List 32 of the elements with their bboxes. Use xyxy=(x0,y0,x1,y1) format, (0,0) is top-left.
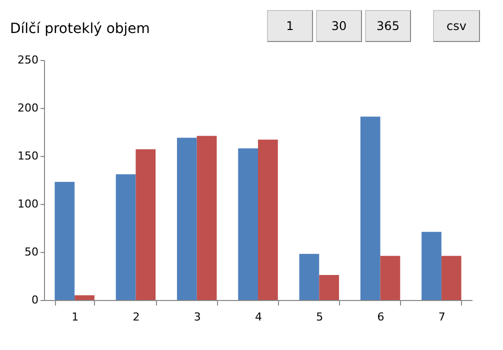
chart-title: Dílčí proteklý objem xyxy=(10,21,150,37)
x-tick-label: 5 xyxy=(316,310,324,324)
y-tick-label: 0 xyxy=(32,294,38,306)
x-tick-label: 6 xyxy=(377,310,384,324)
x-tick-label: 7 xyxy=(438,310,446,324)
y-tick-label: 50 xyxy=(24,246,38,258)
y-tick-label: 250 xyxy=(18,54,38,66)
bar xyxy=(116,174,136,300)
bar xyxy=(319,275,340,300)
y-tick-label: 200 xyxy=(18,102,38,114)
bar xyxy=(360,116,380,300)
button: 365 xyxy=(365,10,411,42)
button: 30 xyxy=(316,10,362,42)
button: csv xyxy=(433,10,480,42)
x-tick-label: 4 xyxy=(255,310,262,324)
y-tick-label: 100 xyxy=(18,198,38,210)
y-tick-label: 150 xyxy=(18,150,38,162)
x-tick-label: 1 xyxy=(72,310,79,324)
bar xyxy=(74,295,94,300)
bar xyxy=(238,148,258,300)
bar xyxy=(176,138,197,300)
bar xyxy=(422,232,442,300)
x-tick-label: 3 xyxy=(194,310,201,324)
bar xyxy=(258,140,278,300)
bar xyxy=(196,136,217,300)
bar xyxy=(441,256,462,300)
x-tick-label: 2 xyxy=(132,310,140,324)
bar xyxy=(54,182,75,300)
bar xyxy=(380,256,400,300)
bar xyxy=(299,254,320,300)
button: 1 xyxy=(267,10,313,42)
bar xyxy=(136,149,156,300)
